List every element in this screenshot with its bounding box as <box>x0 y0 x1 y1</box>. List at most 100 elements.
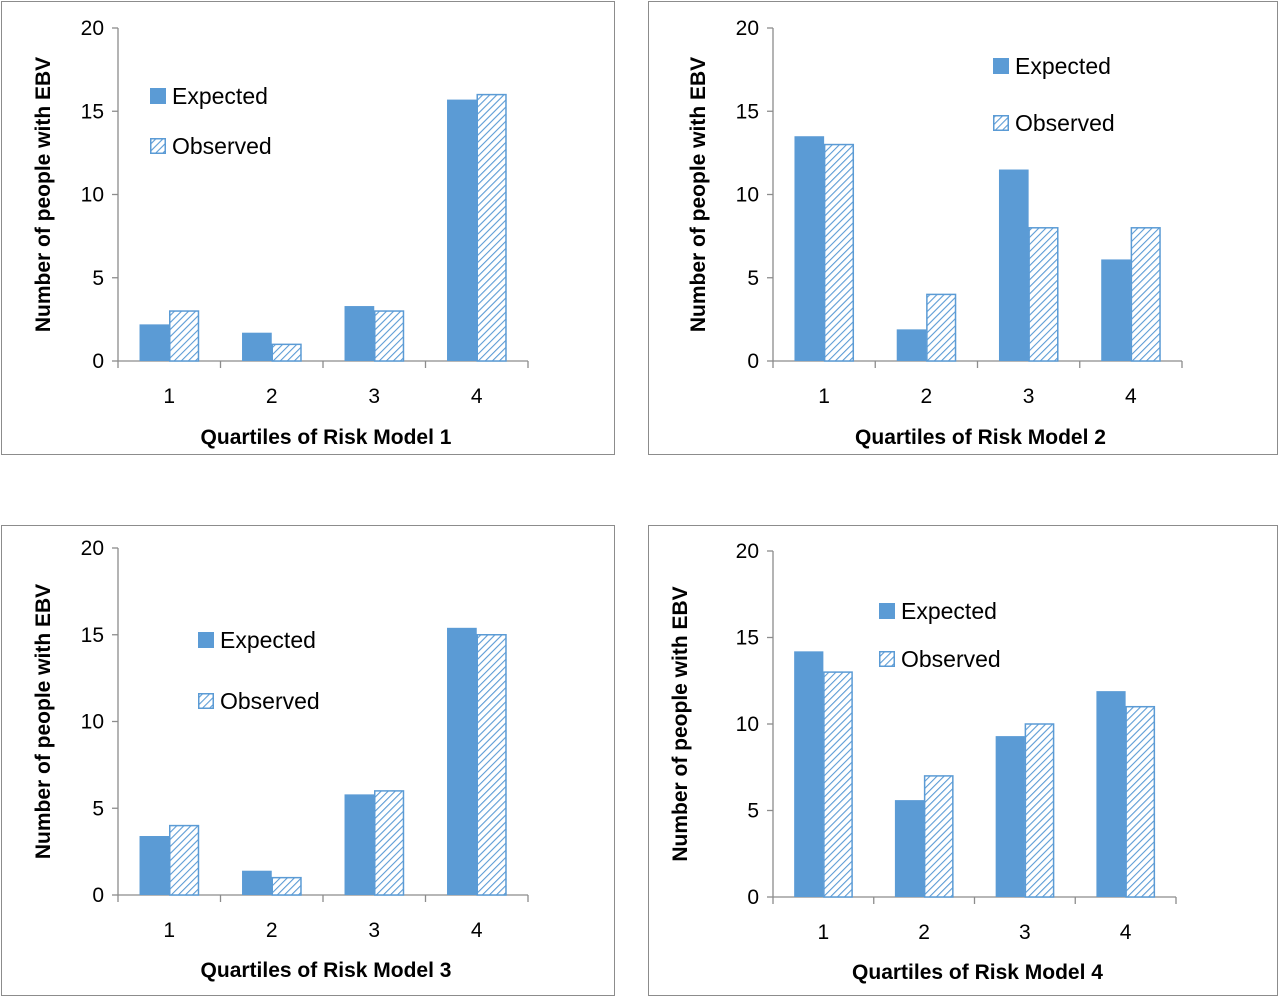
legend-swatch-observed <box>879 651 895 667</box>
bar-expected-q3 <box>995 736 1025 897</box>
legend-label-observed: Observed <box>1015 110 1115 136</box>
bar-expected-q4 <box>1096 691 1126 897</box>
x-tick-label: 2 <box>921 385 933 408</box>
x-tick-label: 3 <box>368 385 380 408</box>
y-tick-label: 15 <box>81 624 104 647</box>
bar-expected-q1 <box>139 324 170 361</box>
legend-swatch-expected <box>150 88 166 104</box>
x-tick-label: 2 <box>266 919 278 942</box>
bar-observed-q1 <box>823 671 853 898</box>
bar-expected-q3 <box>998 169 1029 361</box>
bar-expected-q1 <box>139 836 170 895</box>
bar-expected-q1 <box>794 136 825 361</box>
x-axis-title: Quartiles of Risk Model 3 <box>201 959 452 982</box>
x-tick-label: 1 <box>163 919 175 942</box>
bar-expected-q2 <box>242 870 272 895</box>
bar-observed-q3 <box>374 310 405 362</box>
legend: Expected Observed <box>993 53 1115 136</box>
x-tick-label: 3 <box>1023 385 1035 408</box>
y-tick-label: 10 <box>81 184 104 207</box>
legend-label-expected: Expected <box>1015 53 1111 79</box>
bar-chart-2: 0 5 10 15 20 1 2 3 4 Quartiles of Risk Model 2 Num… <box>687 17 1183 449</box>
x-axis-title: Quartiles of Risk Model 1 <box>201 426 452 449</box>
y-axis-title: Number of people with EBV <box>32 57 55 332</box>
x-tick-label: 1 <box>818 385 830 408</box>
bar-observed-q4 <box>476 93 507 362</box>
legend-label-expected: Expected <box>172 83 268 109</box>
x-tick-label: 4 <box>471 919 483 942</box>
y-tick-label: 15 <box>81 100 104 123</box>
x-axis-title: Quartiles of Risk Model 2 <box>855 426 1106 449</box>
bar-chart-3: 0 5 10 15 20 1 2 3 4 Quartiles of Risk Model 3 Num… <box>32 537 529 982</box>
y-tick-label: 10 <box>81 711 104 734</box>
bar-observed-q4 <box>1125 705 1156 898</box>
chart-panel-risk-model-1: 0 5 10 15 20 1 2 3 4 Quartiles of Risk Model 1 Num… <box>1 1 615 455</box>
bar-observed-q3 <box>1024 723 1055 898</box>
y-tick-label: 5 <box>92 267 104 290</box>
y-tick-label: 0 <box>747 350 759 373</box>
bar-observed-q3 <box>1028 227 1059 362</box>
y-tick-label: 20 <box>81 17 104 40</box>
y-tick-label: 0 <box>92 350 104 373</box>
bar-observed-q3 <box>374 790 405 896</box>
x-tick-label: 4 <box>1120 921 1132 944</box>
legend-label-observed: Observed <box>901 646 1001 672</box>
bar-chart-4: 0 5 10 15 20 1 2 3 4 Quartiles of Risk Model 4 Num… <box>669 540 1177 984</box>
bar-expected-q2 <box>896 329 927 361</box>
legend-swatch-expected <box>198 632 214 648</box>
bar-expected-q2 <box>242 332 272 361</box>
legend-swatch-expected <box>993 58 1009 74</box>
y-tick-label: 0 <box>92 884 104 907</box>
y-tick-label: 20 <box>81 537 104 560</box>
bar-expected-q4 <box>447 627 477 895</box>
bar-observed-q1 <box>823 143 855 362</box>
y-tick-label: 5 <box>747 267 759 290</box>
bar-observed-q2 <box>271 876 302 896</box>
chart-panel-risk-model-4: 0 5 10 15 20 1 2 3 4 Quartiles of Risk Model 4 Num… <box>648 525 1278 996</box>
bar-expected-q4 <box>447 99 477 361</box>
x-tick-label: 4 <box>1125 385 1137 408</box>
bar-observed-q2 <box>271 343 302 362</box>
legend-swatch-observed <box>150 138 166 154</box>
bar-observed-q4 <box>476 634 507 896</box>
legend-swatch-expected <box>879 603 895 619</box>
y-axis-title: Number of people with EBV <box>669 586 692 861</box>
y-tick-label: 10 <box>736 184 759 207</box>
x-tick-label: 4 <box>471 385 483 408</box>
legend: Expected Observed <box>879 598 1001 672</box>
x-axis-title: Quartiles of Risk Model 4 <box>852 961 1103 984</box>
x-tick-label: 3 <box>368 919 380 942</box>
bar-expected-q2 <box>894 800 925 897</box>
x-tick-label: 1 <box>818 921 830 944</box>
bar-expected-q1 <box>794 651 824 897</box>
bar-chart-1: 0 5 10 15 20 1 2 3 4 Quartiles of Risk Model 1 Num… <box>32 17 529 449</box>
y-tick-label: 0 <box>747 886 759 909</box>
bar-observed-q1 <box>169 310 200 362</box>
y-tick-label: 20 <box>736 540 759 563</box>
legend-swatch-observed <box>993 115 1009 131</box>
y-tick-label: 15 <box>736 627 759 650</box>
y-axis-title: Number of people with EBV <box>687 57 710 332</box>
bar-observed-q4 <box>1130 227 1161 362</box>
y-tick-label: 5 <box>747 800 759 823</box>
y-tick-label: 20 <box>736 17 759 40</box>
y-axis-title: Number of people with EBV <box>32 584 55 859</box>
legend: Expected Observed <box>150 83 272 159</box>
chart-panel-risk-model-2: 0 5 10 15 20 1 2 3 4 Quartiles of Risk Model 2 Num… <box>648 1 1278 455</box>
bar-expected-q3 <box>344 794 375 895</box>
x-tick-label: 2 <box>266 385 278 408</box>
x-tick-label: 3 <box>1019 921 1031 944</box>
x-tick-label: 1 <box>163 385 175 408</box>
legend-label-observed: Observed <box>172 133 272 159</box>
bar-observed-q2 <box>926 293 957 362</box>
y-tick-label: 10 <box>736 713 759 736</box>
bar-observed-q1 <box>169 824 200 896</box>
legend-label-expected: Expected <box>220 627 316 653</box>
legend: Expected Observed <box>198 627 320 714</box>
bar-observed-q2 <box>923 775 954 898</box>
y-tick-label: 5 <box>92 797 104 820</box>
bar-expected-q3 <box>344 306 375 361</box>
bar-expected-q4 <box>1101 259 1131 361</box>
x-tick-label: 2 <box>918 921 930 944</box>
legend-label-observed: Observed <box>220 688 320 714</box>
